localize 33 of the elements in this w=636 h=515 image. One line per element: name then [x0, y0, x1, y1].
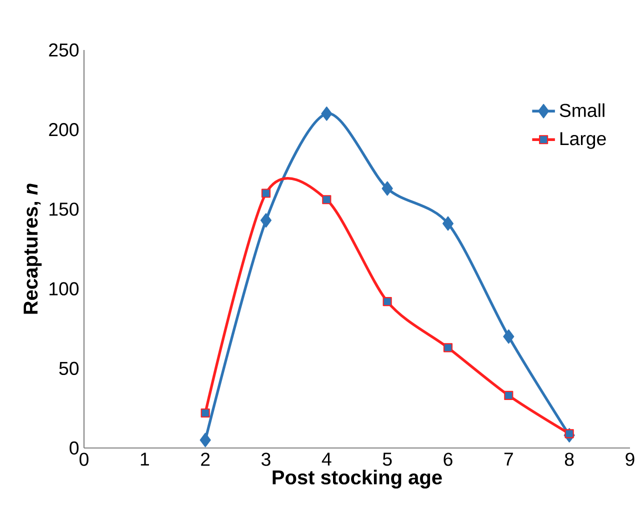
point	[504, 390, 514, 400]
legend-label: Large	[560, 132, 606, 149]
point	[321, 106, 332, 121]
x-tick-label: 4	[322, 452, 332, 466]
point	[443, 343, 453, 352]
point	[261, 188, 271, 198]
y-tick-label: 250	[49, 43, 79, 57]
legend-label: Small	[560, 103, 604, 118]
point	[322, 195, 332, 204]
x-axis-title: Post stocking age	[272, 470, 442, 488]
y-axis-title: Recaptures, n	[24, 184, 42, 314]
x-tick-label: 8	[564, 452, 574, 466]
point	[382, 297, 392, 306]
x-tick-label: 7	[504, 452, 513, 466]
x-tick-label: 3	[262, 452, 270, 466]
point	[382, 181, 393, 196]
x-tick-label: 1	[140, 452, 149, 466]
point	[503, 329, 514, 344]
y-tick-label: 100	[50, 282, 79, 296]
point	[442, 216, 454, 231]
x-tick-label: 0	[80, 452, 88, 466]
y-tick-label: 150	[50, 202, 79, 216]
y-tick-label: 0	[70, 441, 79, 455]
x-tick-label: 6	[444, 452, 452, 466]
x-tick-label: 2	[201, 452, 210, 466]
point	[200, 408, 210, 418]
x-tick-label: 5	[382, 452, 392, 466]
point	[200, 432, 211, 448]
y-tick-label: 200	[49, 122, 79, 136]
point	[564, 429, 574, 438]
point	[260, 213, 272, 228]
x-tick-label: 9	[626, 452, 634, 466]
y-tick-label: 50	[59, 362, 79, 376]
